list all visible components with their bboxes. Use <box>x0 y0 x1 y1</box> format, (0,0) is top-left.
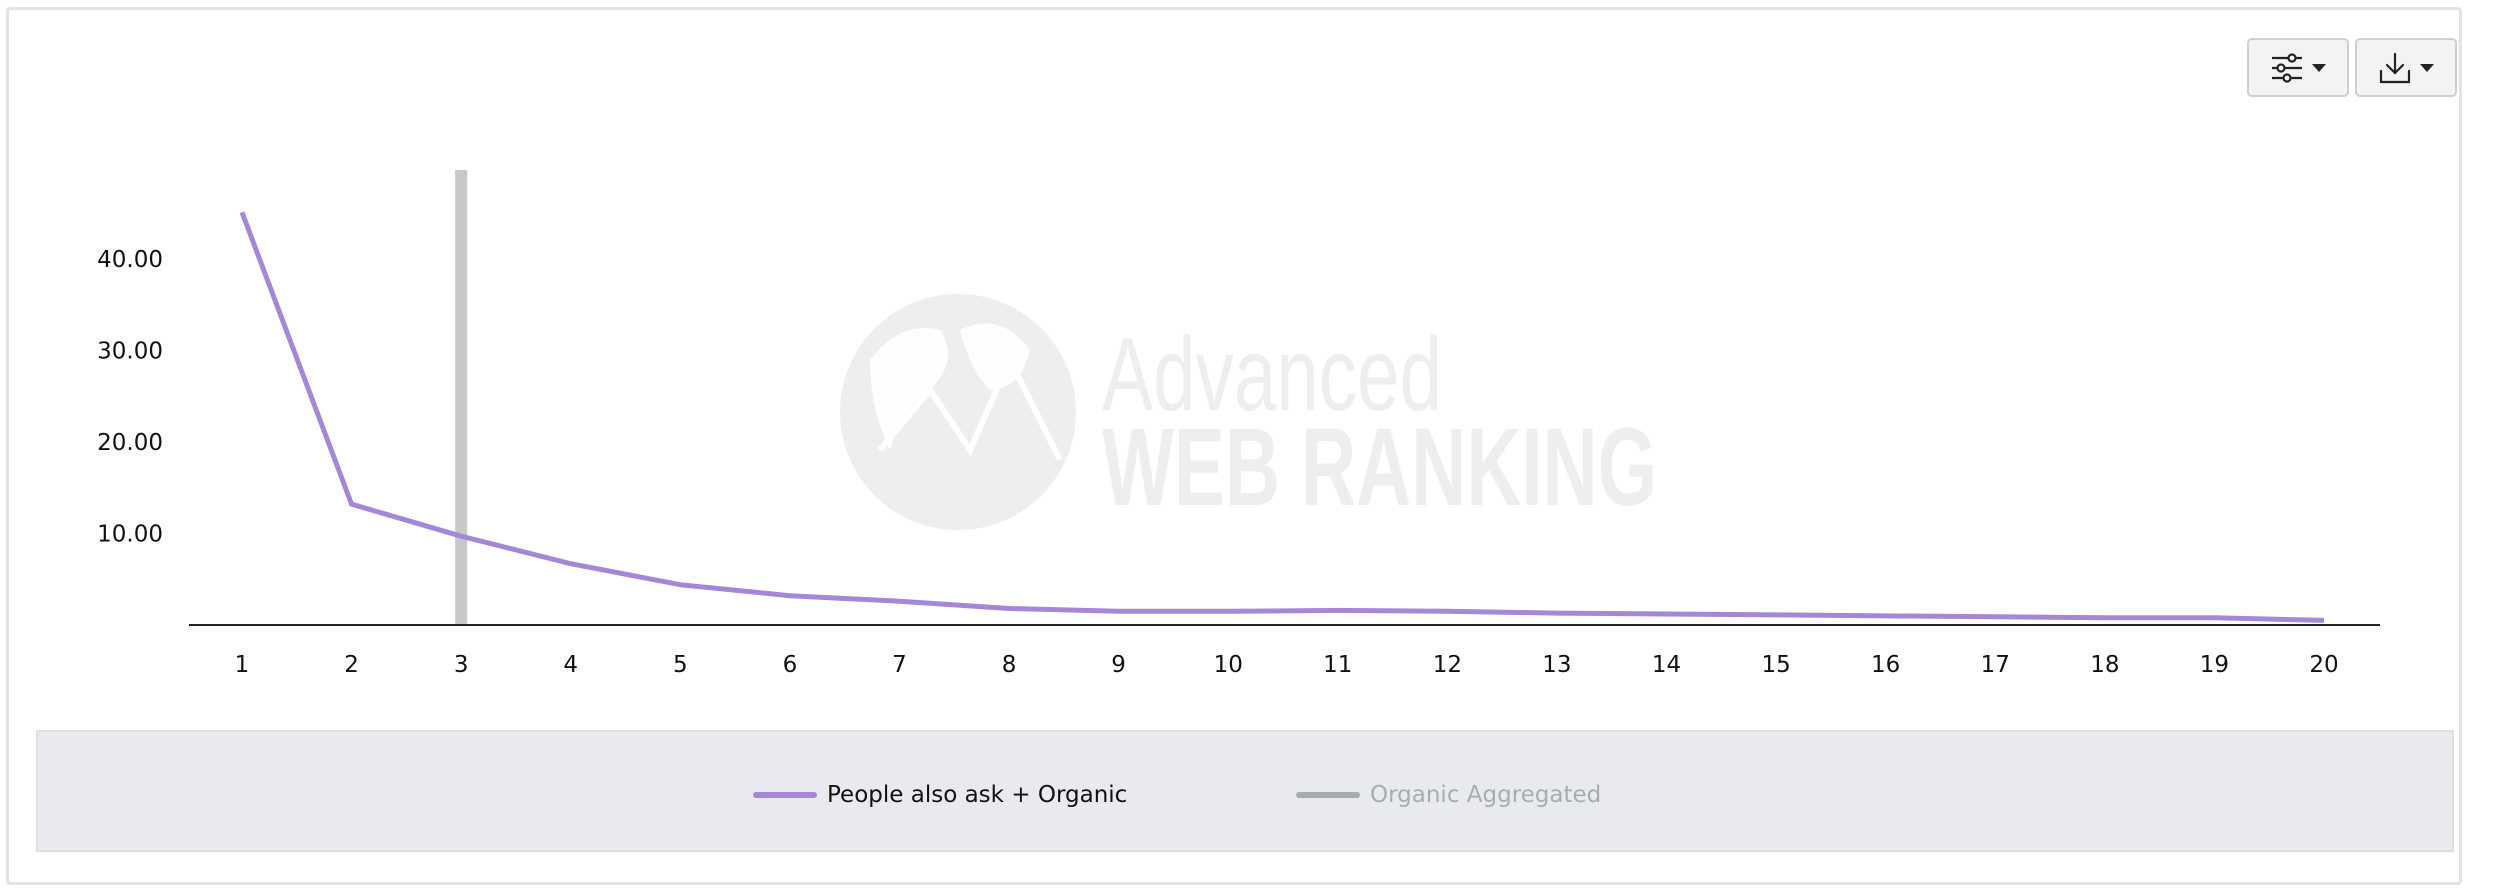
line-chart: Advanced WEB RANKING 10.00 20.00 30.00 40.0… <box>97 170 2380 678</box>
legend-swatch <box>1296 792 1360 798</box>
legend-swatch <box>753 792 817 798</box>
legend-label: Organic Aggregated <box>1370 782 1602 808</box>
watermark-logo: Advanced WEB RANKING <box>840 294 1657 530</box>
legend-item-organic-aggregated[interactable]: Organic Aggregated <box>1296 782 1601 808</box>
watermark-line1: Advanced <box>1102 317 1442 433</box>
x-tick-label: 8 <box>1002 652 1017 678</box>
x-tick-label: 14 <box>1652 652 1681 678</box>
legend: People also ask + Organic Organic Aggreg… <box>36 730 2454 852</box>
x-tick-label: 20 <box>2309 652 2338 678</box>
x-tick-label: 15 <box>1761 652 1790 678</box>
x-tick-label: 1 <box>235 652 250 678</box>
x-tick-label: 6 <box>783 652 798 678</box>
chevron-down-icon <box>2420 63 2434 72</box>
x-tick-label: 13 <box>1542 652 1571 678</box>
sliders-icon <box>2272 52 2302 83</box>
x-tick-label: 7 <box>892 652 907 678</box>
legend-item-people-also-ask-organic[interactable]: People also ask + Organic <box>753 782 1127 808</box>
x-tick-label: 10 <box>1214 652 1243 678</box>
x-tick-label: 12 <box>1433 652 1462 678</box>
legend-label: People also ask + Organic <box>827 782 1128 808</box>
y-tick-label: 40.00 <box>97 247 163 273</box>
chart-settings-button[interactable] <box>2247 38 2349 97</box>
x-tick-label: 3 <box>454 652 469 678</box>
x-tick-label: 4 <box>563 652 578 678</box>
x-tick-label: 18 <box>2090 652 2119 678</box>
x-tick-label: 16 <box>1871 652 1900 678</box>
y-tick-label: 20.00 <box>97 430 163 456</box>
x-tick-label: 5 <box>673 652 688 678</box>
download-button[interactable] <box>2355 38 2457 97</box>
series-line-people-also-ask-organic[interactable] <box>239 211 2325 623</box>
x-tick-label: 17 <box>1981 652 2010 678</box>
globe-icon <box>840 294 1076 530</box>
x-tick-label: 2 <box>344 652 359 678</box>
watermark-line2: WEB RANKING <box>1102 406 1657 529</box>
x-tick-label: 11 <box>1323 652 1352 678</box>
aggregated-bar[interactable] <box>455 170 468 625</box>
chevron-down-icon <box>2312 63 2326 72</box>
x-tick-label: 9 <box>1111 652 1126 678</box>
y-tick-label: 30.00 <box>97 339 163 365</box>
download-icon <box>2379 52 2411 83</box>
y-tick-label: 10.00 <box>97 522 163 548</box>
x-tick-label: 19 <box>2200 652 2229 678</box>
